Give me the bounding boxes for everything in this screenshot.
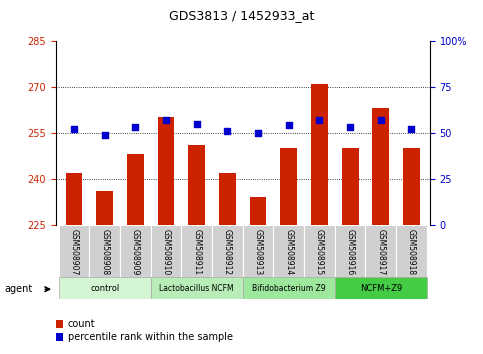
Bar <box>273 225 304 278</box>
Point <box>193 121 200 126</box>
Bar <box>335 277 427 299</box>
Bar <box>181 225 212 278</box>
Text: GSM508918: GSM508918 <box>407 229 416 275</box>
Bar <box>56 333 63 341</box>
Bar <box>151 277 243 299</box>
Text: GSM508909: GSM508909 <box>131 229 140 275</box>
Point <box>315 117 323 123</box>
Point <box>285 122 293 128</box>
Text: GSM508912: GSM508912 <box>223 229 232 275</box>
Bar <box>403 148 420 225</box>
Bar <box>157 118 174 225</box>
Text: GSM508910: GSM508910 <box>161 229 170 275</box>
Text: agent: agent <box>5 284 33 294</box>
Text: GSM508913: GSM508913 <box>254 229 263 275</box>
Point <box>254 130 262 136</box>
Bar <box>58 277 151 299</box>
Text: GSM508915: GSM508915 <box>315 229 324 275</box>
Text: GSM508908: GSM508908 <box>100 229 109 275</box>
Point <box>131 124 139 130</box>
Bar <box>127 154 144 225</box>
Bar <box>58 225 89 278</box>
Text: count: count <box>68 319 95 329</box>
Point <box>408 126 415 132</box>
Bar <box>280 148 297 225</box>
Bar <box>366 225 396 278</box>
Bar <box>120 225 151 278</box>
Bar <box>311 84 328 225</box>
Bar <box>304 225 335 278</box>
Bar <box>188 145 205 225</box>
Text: GSM508911: GSM508911 <box>192 229 201 275</box>
Bar <box>341 148 358 225</box>
Bar <box>66 173 83 225</box>
Bar <box>219 173 236 225</box>
Point <box>346 124 354 130</box>
Text: GSM508914: GSM508914 <box>284 229 293 275</box>
Bar <box>56 320 63 328</box>
Text: Bifidobacterium Z9: Bifidobacterium Z9 <box>252 284 326 293</box>
Point <box>101 132 109 137</box>
Bar <box>96 191 113 225</box>
Bar <box>396 225 427 278</box>
Point <box>70 126 78 132</box>
Bar <box>243 277 335 299</box>
Text: GDS3813 / 1452933_at: GDS3813 / 1452933_at <box>169 9 314 22</box>
Point <box>162 117 170 123</box>
Text: Lactobacillus NCFM: Lactobacillus NCFM <box>159 284 234 293</box>
Bar <box>250 197 267 225</box>
Text: control: control <box>90 284 119 293</box>
Bar <box>243 225 273 278</box>
Bar <box>89 225 120 278</box>
Text: NCFM+Z9: NCFM+Z9 <box>360 284 402 293</box>
Bar <box>151 225 181 278</box>
Text: GSM508917: GSM508917 <box>376 229 385 275</box>
Bar <box>335 225 366 278</box>
Point <box>224 128 231 134</box>
Text: GSM508907: GSM508907 <box>70 229 78 275</box>
Point <box>377 117 384 123</box>
Text: percentile rank within the sample: percentile rank within the sample <box>68 332 233 342</box>
Text: GSM508916: GSM508916 <box>346 229 355 275</box>
Bar <box>372 108 389 225</box>
Bar <box>212 225 243 278</box>
